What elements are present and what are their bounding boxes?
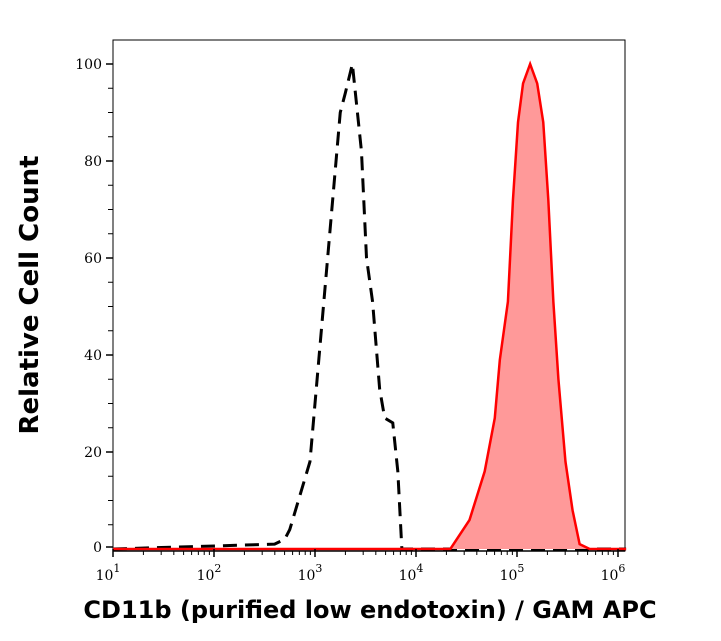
y-tick-label: 40 xyxy=(84,348,102,364)
positive-histogram-line xyxy=(113,60,627,551)
x-axis-label: CD11b (purified low endotoxin) / GAM APC xyxy=(83,596,656,624)
positive-histogram-fill xyxy=(113,64,627,549)
y-tick-label: 0 xyxy=(93,540,102,556)
x-tick-label: 105 xyxy=(500,562,525,584)
y-tick-label: 80 xyxy=(84,154,102,170)
y-tick-label: 60 xyxy=(84,251,102,267)
y-axis-label: Relative Cell Count xyxy=(15,155,45,434)
control-histogram-line xyxy=(112,63,627,551)
x-tick-label: 106 xyxy=(601,562,626,584)
x-tick-label: 101 xyxy=(96,562,121,584)
x-tick-label: 104 xyxy=(399,562,424,584)
y-tick-label: 20 xyxy=(84,445,102,461)
y-tick-label: 100 xyxy=(75,57,102,73)
x-tick-label: 103 xyxy=(298,562,323,584)
x-tick-label: 102 xyxy=(197,562,222,584)
